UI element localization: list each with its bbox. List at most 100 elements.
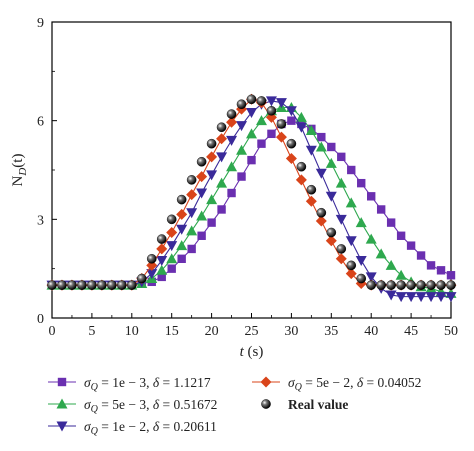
data-point <box>326 227 337 238</box>
x-tick-label: 0 <box>49 324 56 339</box>
y-axis-title: ND(t) <box>10 154 29 187</box>
data-point <box>196 210 208 221</box>
data-point <box>416 251 426 260</box>
legend-marker <box>57 377 67 387</box>
data-point <box>295 111 307 122</box>
data-point <box>435 292 447 303</box>
y-axis-title-main: N <box>10 175 26 186</box>
series-0 <box>47 116 456 290</box>
data-point <box>287 116 296 125</box>
y-tick-label: 0 <box>37 312 44 327</box>
x-axis-title-unit: (s) <box>244 344 264 360</box>
data-point <box>306 184 317 195</box>
legend-label: σQ = 1e − 2, δ = 0.20611 <box>84 419 217 437</box>
data-point <box>127 280 137 290</box>
data-point <box>197 231 206 240</box>
x-tick-label: 50 <box>444 324 458 339</box>
data-point <box>166 226 178 238</box>
x-axis-title-var: t <box>240 344 245 360</box>
x-tick-label: 15 <box>165 324 179 339</box>
data-point <box>376 280 386 290</box>
legend-marker <box>260 376 272 388</box>
data-point <box>206 170 218 181</box>
data-point <box>246 94 257 105</box>
data-point <box>266 106 277 116</box>
data-point <box>186 225 198 236</box>
data-point <box>216 177 228 188</box>
data-point <box>186 189 198 201</box>
data-point <box>216 122 227 133</box>
series-group <box>46 93 457 303</box>
data-point <box>187 244 196 254</box>
data-point <box>97 280 107 290</box>
data-point <box>246 107 257 118</box>
data-point <box>316 207 327 218</box>
data-point <box>226 135 238 146</box>
data-point <box>246 128 257 139</box>
data-point <box>216 133 228 145</box>
y-tick-label: 9 <box>37 16 44 31</box>
data-point <box>146 253 157 264</box>
data-point <box>247 155 256 165</box>
data-point <box>196 171 208 183</box>
data-point <box>167 264 176 273</box>
data-point <box>236 144 248 155</box>
data-point <box>386 280 396 290</box>
legend-entry: σQ = 5e − 2, δ = 0.04052 <box>252 375 421 393</box>
data-point <box>286 138 297 149</box>
x-tick-label: 25 <box>245 324 259 339</box>
data-point <box>365 272 377 283</box>
series-2 <box>46 96 457 303</box>
data-point <box>176 208 188 220</box>
data-point <box>325 191 337 202</box>
data-point <box>157 272 166 282</box>
data-point <box>216 152 228 163</box>
data-point <box>335 177 347 188</box>
data-point <box>156 234 167 244</box>
legend-label: σQ = 5e − 3, δ = 0.51672 <box>84 397 217 415</box>
legend-label: σQ = 1e − 3, δ = 1.1217 <box>84 375 211 393</box>
legend-label: Real value <box>288 397 348 412</box>
data-point <box>335 214 347 225</box>
data-point <box>295 122 307 133</box>
data-point <box>226 109 237 119</box>
data-point <box>375 248 387 259</box>
data-point <box>436 266 446 275</box>
data-point <box>395 292 407 303</box>
data-point <box>156 264 168 275</box>
data-point <box>315 141 327 152</box>
data-point <box>186 208 198 219</box>
data-point <box>275 131 287 143</box>
data-point <box>117 280 127 290</box>
data-point <box>265 96 277 107</box>
data-point <box>445 292 457 303</box>
data-point <box>327 142 336 152</box>
data-point <box>47 280 57 290</box>
data-point <box>236 121 248 132</box>
data-point <box>406 241 416 250</box>
data-point <box>227 188 236 198</box>
data-point <box>176 224 188 235</box>
y-axis-title-arg: (t) <box>10 154 26 168</box>
data-point <box>357 178 366 188</box>
data-point <box>256 96 267 106</box>
data-point <box>176 240 188 251</box>
data-point <box>255 115 267 126</box>
x-tick-label: 5 <box>88 324 95 339</box>
x-tick-label: 45 <box>404 324 418 339</box>
legend-entry: σQ = 1e − 2, δ = 0.20611 <box>48 419 217 437</box>
series-1 <box>46 102 457 298</box>
series-line <box>52 98 451 286</box>
data-point <box>296 161 307 172</box>
data-point <box>196 156 207 167</box>
x-tick-label: 30 <box>284 324 298 339</box>
plot-frame <box>51 21 452 319</box>
legend-entry: σQ = 5e − 3, δ = 0.51672 <box>48 397 217 415</box>
data-point <box>446 280 456 290</box>
data-point <box>295 174 307 186</box>
data-point <box>276 119 287 129</box>
x-tick-label: 35 <box>324 324 338 339</box>
legend-marker <box>56 421 68 432</box>
data-point <box>385 259 397 270</box>
